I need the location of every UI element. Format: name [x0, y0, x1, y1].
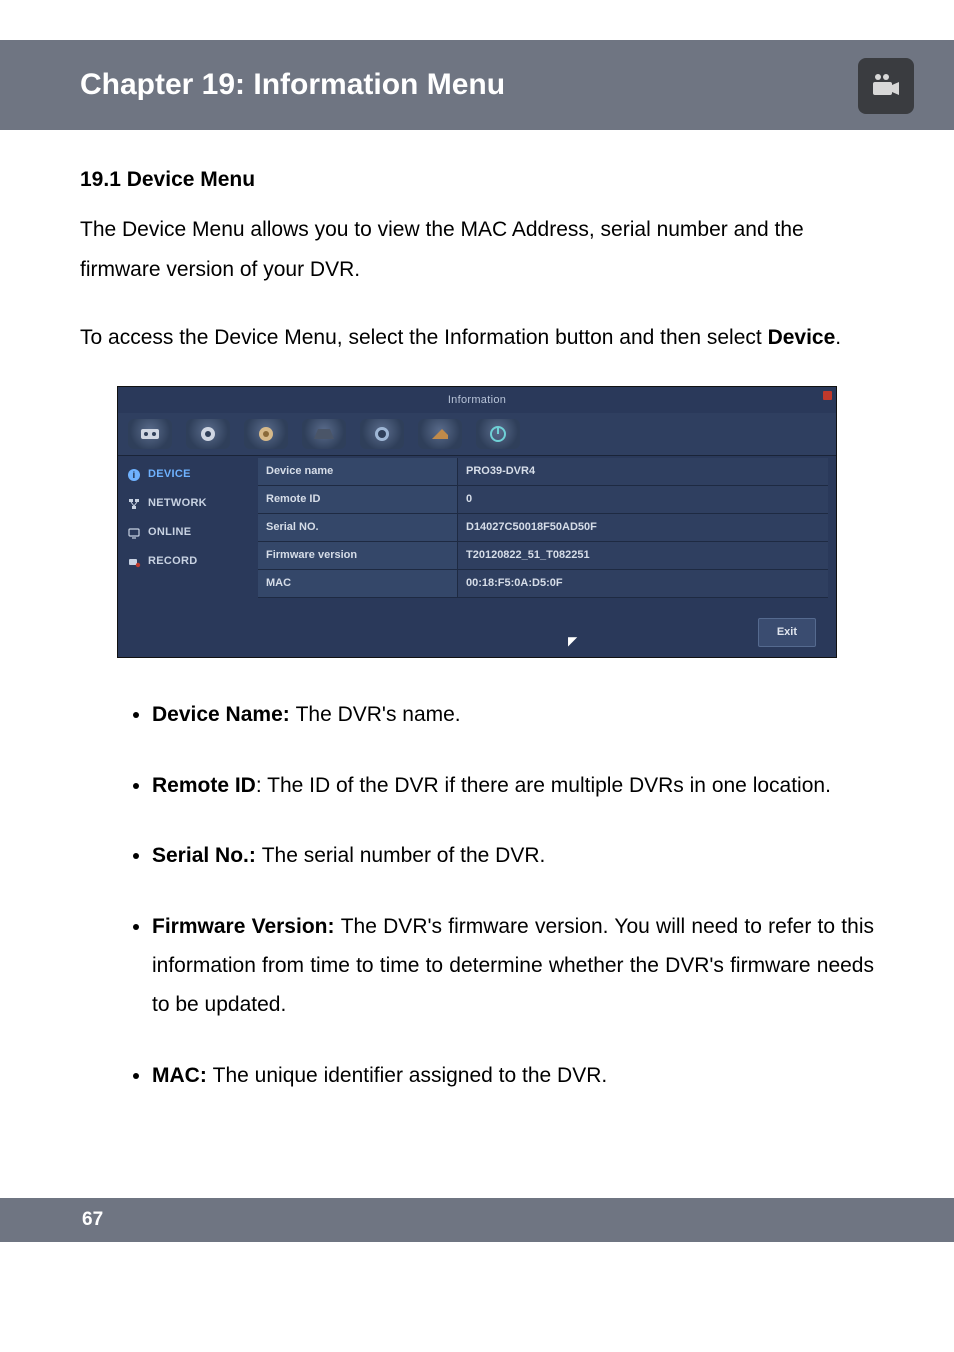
exit-button[interactable]: Exit: [758, 618, 816, 647]
row-label: Firmware version: [258, 542, 458, 569]
sidebar-item-device[interactable]: i DEVICE: [118, 460, 258, 489]
chapter-header: Chapter 19: Information Menu: [0, 40, 954, 130]
list-item: Remote ID: The ID of the DVR if there ar…: [152, 767, 874, 806]
table-row: Serial NO. D14027C50018F50AD50F: [258, 514, 828, 542]
table-row: MAC 00:18:F5:0A:D5:0F: [258, 570, 828, 598]
toolbar-icon-2[interactable]: [186, 419, 230, 449]
monitor-icon: [126, 526, 142, 540]
row-value: D14027C50018F50AD50F: [458, 514, 828, 541]
table-row: Device name PRO39-DVR4: [258, 458, 828, 486]
row-label: Serial NO.: [258, 514, 458, 541]
instruction-text-a: To access the Device Menu, select the In…: [80, 326, 768, 349]
record-icon: [126, 555, 142, 569]
instruction-text-b: Device: [768, 326, 836, 349]
bullet-text: : The ID of the DVR if there are multipl…: [256, 774, 831, 797]
sidebar-label: NETWORK: [148, 493, 207, 514]
info-table: Device name PRO39-DVR4 Remote ID 0 Seria…: [258, 456, 836, 656]
bullet-lead: MAC:: [152, 1064, 213, 1087]
info-icon: i: [126, 468, 142, 482]
page-number: 67: [82, 1209, 103, 1231]
close-icon[interactable]: [823, 391, 832, 400]
top-toolbar: [118, 413, 836, 456]
bullet-text: The DVR's name.: [296, 703, 461, 726]
toolbar-icon-5[interactable]: [360, 419, 404, 449]
sidebar-item-network[interactable]: NETWORK: [118, 489, 258, 518]
toolbar-icon-1[interactable]: [128, 419, 172, 449]
toolbar-icon-7[interactable]: [476, 419, 520, 449]
svg-text:i: i: [133, 470, 136, 480]
bullet-lead: Device Name:: [152, 703, 296, 726]
row-label: Device name: [258, 458, 458, 485]
bullet-lead: Remote ID: [152, 774, 256, 797]
bullet-text: The serial number of the DVR.: [262, 844, 546, 867]
camera-icon: [858, 58, 914, 114]
instruction-text-c: .: [835, 326, 841, 349]
row-value: PRO39-DVR4: [458, 458, 828, 485]
sidebar-label: RECORD: [148, 551, 197, 572]
window-title-bar: Information: [118, 387, 836, 414]
sidebar-nav: i DEVICE NETWORK: [118, 456, 258, 656]
cursor-icon: ◤: [568, 630, 577, 653]
section-heading: 19.1 Device Menu: [80, 160, 874, 200]
toolbar-icon-4[interactable]: [302, 419, 346, 449]
button-bar: ◤ Exit: [258, 598, 828, 657]
intro-paragraph: The Device Menu allows you to view the M…: [80, 210, 874, 290]
sidebar-label: ONLINE: [148, 522, 191, 543]
table-row: Remote ID 0: [258, 486, 828, 514]
row-value: 00:18:F5:0A:D5:0F: [458, 570, 828, 597]
sidebar-item-online[interactable]: ONLINE: [118, 518, 258, 547]
toolbar-icon-3[interactable]: [244, 419, 288, 449]
row-label: MAC: [258, 570, 458, 597]
dvr-information-window: Information: [117, 386, 837, 658]
list-item: Device Name: The DVR's name.: [152, 696, 874, 735]
network-icon: [126, 497, 142, 511]
page-content: 19.1 Device Menu The Device Menu allows …: [0, 130, 954, 1168]
bullet-lead: Serial No.:: [152, 844, 262, 867]
window-title: Information: [448, 394, 506, 406]
toolbar-icon-6[interactable]: [418, 419, 462, 449]
sidebar-item-record[interactable]: RECORD: [118, 547, 258, 576]
bullet-text: The unique identifier assigned to the DV…: [213, 1064, 608, 1087]
row-label: Remote ID: [258, 486, 458, 513]
page-footer: 67: [0, 1198, 954, 1242]
bullet-list: Device Name: The DVR's name. Remote ID: …: [80, 696, 874, 1096]
list-item: Firmware Version: The DVR's firmware ver…: [152, 908, 874, 1025]
list-item: MAC: The unique identifier assigned to t…: [152, 1057, 874, 1096]
screenshot-figure: Information: [80, 386, 874, 658]
instruction-paragraph: To access the Device Menu, select the In…: [80, 318, 874, 358]
row-value: T20120822_51_T082251: [458, 542, 828, 569]
table-row: Firmware version T20120822_51_T082251: [258, 542, 828, 570]
sidebar-label: DEVICE: [148, 464, 191, 485]
row-value: 0: [458, 486, 828, 513]
chapter-title: Chapter 19: Information Menu: [80, 68, 505, 102]
list-item: Serial No.: The serial number of the DVR…: [152, 837, 874, 876]
bullet-lead: Firmware Version:: [152, 915, 341, 938]
